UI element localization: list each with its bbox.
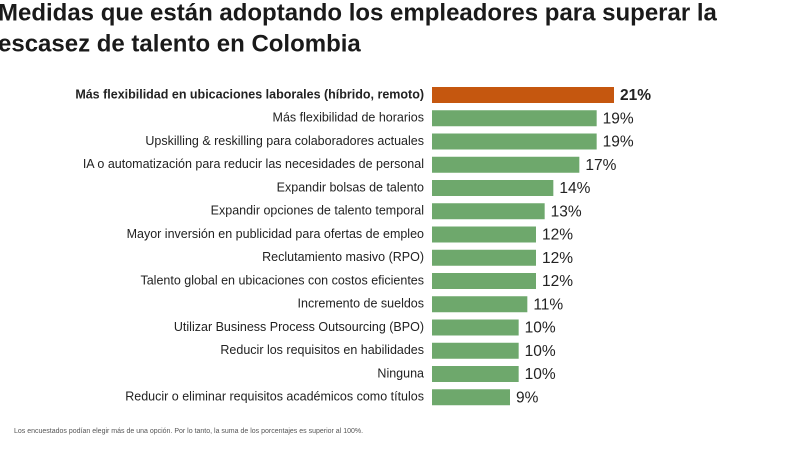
category-label: IA o automatización para reducir las nec…	[83, 157, 424, 171]
bar	[432, 366, 519, 382]
category-label: Más flexibilidad de horarios	[273, 111, 424, 125]
value-label: 12%	[542, 227, 573, 244]
bar	[432, 342, 519, 359]
value-label: 9%	[516, 389, 539, 406]
value-label: 21%	[620, 87, 651, 104]
value-label: 14%	[559, 180, 590, 197]
category-label: Expandir opciones de talento temporal	[211, 204, 424, 218]
bar	[432, 133, 597, 150]
value-label: 10%	[525, 366, 556, 383]
value-label: 10%	[525, 343, 556, 360]
category-label: Mayor inversión en publicidad para ofert…	[127, 227, 424, 241]
bar	[432, 296, 528, 313]
chart-title: escasez de talento en Colombia	[0, 30, 361, 57]
category-label: Reducir los requisitos en habilidades	[220, 343, 424, 357]
category-label: Talento global en ubicaciones con costos…	[140, 273, 424, 287]
bar	[432, 203, 545, 220]
bar	[432, 226, 536, 243]
chart-title: Medidas que están adoptando los empleado…	[0, 0, 718, 26]
value-label: 19%	[603, 110, 634, 127]
category-label: Utilizar Business Process Outsourcing (B…	[174, 320, 424, 334]
category-label: Expandir bolsas de talento	[277, 180, 424, 194]
value-label: 13%	[551, 203, 582, 220]
category-label: Upskilling & reskilling para colaborador…	[145, 134, 424, 148]
bar	[432, 249, 536, 266]
category-label: Incremento de sueldos	[298, 297, 424, 311]
footnote: Los encuestados podían elegir más de una…	[14, 428, 363, 435]
category-label: Ninguna	[377, 366, 424, 380]
bar	[432, 87, 614, 103]
category-label: Más flexibilidad en ubicaciones laborale…	[75, 87, 424, 101]
value-label: 10%	[525, 320, 556, 337]
bar	[432, 110, 597, 127]
bar	[432, 180, 554, 196]
value-label: 12%	[542, 250, 573, 267]
value-label: 17%	[585, 157, 616, 174]
bar	[432, 273, 536, 289]
bar	[432, 156, 580, 173]
category-label: Reducir o eliminar requisitos académicos…	[125, 390, 424, 404]
value-label: 12%	[542, 273, 573, 290]
bar	[432, 389, 510, 406]
bar	[432, 319, 519, 336]
value-label: 19%	[603, 134, 634, 151]
value-label: 11%	[533, 296, 563, 313]
category-label: Reclutamiento masivo (RPO)	[262, 250, 424, 264]
